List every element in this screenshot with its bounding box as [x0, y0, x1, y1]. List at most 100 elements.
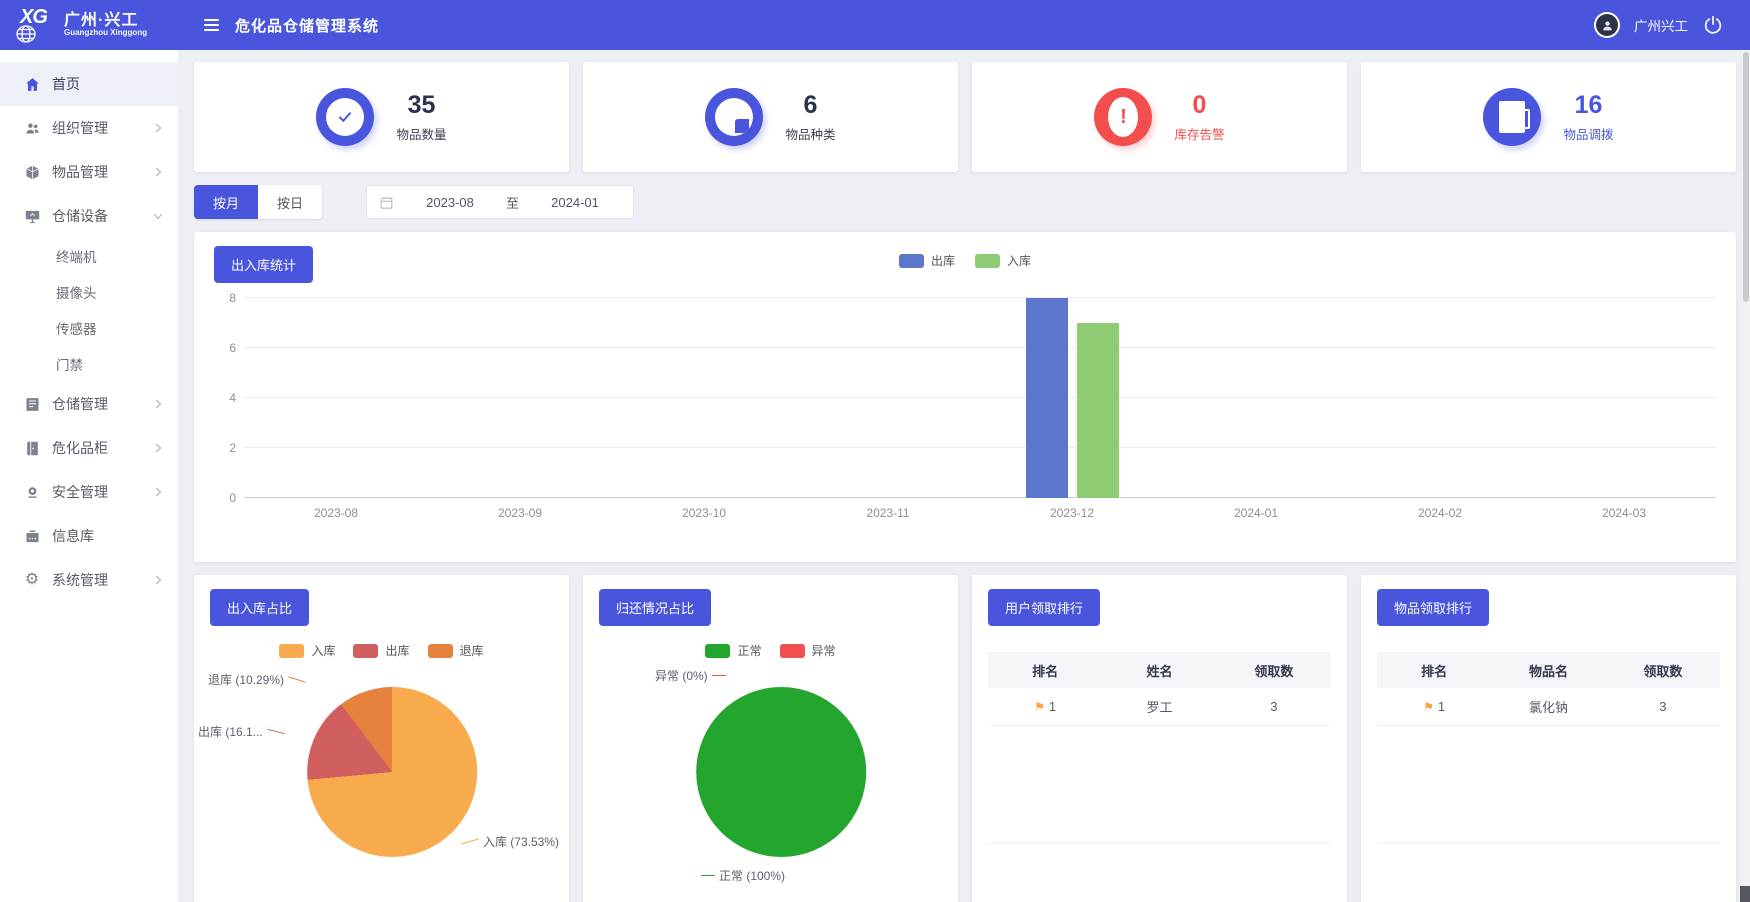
inout-pie-legend: 入库 出库 退库 — [210, 642, 553, 659]
table-row: ⚑ 1 氯化钠 3 — [1377, 688, 1720, 726]
security-camera-icon — [22, 484, 42, 501]
inout-pie-title-button[interactable]: 出入库占比 — [210, 589, 310, 626]
home-icon — [22, 76, 42, 93]
sidebar-submenu-equipment: 终端机 摄像头 传感器 门禁 — [0, 238, 178, 382]
brand: XG 广州·兴工 Guangzhou Xinggong — [0, 6, 178, 44]
date-end: 2024-01 — [551, 194, 599, 210]
monitor-icon — [22, 208, 42, 225]
sidebar-subitem-access-control[interactable]: 门禁 — [56, 358, 83, 373]
bar-yaxis: 0 2 4 6 8 — [214, 291, 244, 505]
stat-value: 16 — [1574, 91, 1603, 119]
stat-label: 物品数量 — [396, 128, 447, 142]
vertical-scrollbar-thumb[interactable] — [1743, 52, 1749, 302]
sidebar-item-warehouse-management[interactable]: 仓储管理 — [0, 382, 178, 426]
legend-swatch — [975, 253, 1000, 268]
legend-label: 退库 — [459, 644, 484, 658]
by-day-button[interactable]: 按日 — [258, 185, 322, 219]
stat-value: 35 — [407, 91, 436, 119]
return-pie-card: 归还情况占比 正常 异常 异常 (0%) 正常 (100%) — [583, 575, 958, 902]
legend-label: 正常 — [737, 644, 762, 658]
sidebar-subitem-camera[interactable]: 摄像头 — [56, 286, 97, 301]
legend-item-异常[interactable]: 异常 — [779, 642, 836, 659]
sidebar-item-system-management[interactable]: ⚙ 系统管理 — [0, 558, 178, 602]
inout-pie-chart[interactable] — [306, 687, 477, 857]
legend-label: 入库 — [1007, 254, 1032, 268]
date-start: 2023-08 — [426, 194, 474, 210]
sidebar-item-safety-management[interactable]: 安全管理 — [0, 470, 178, 514]
chevron-right-icon — [152, 122, 164, 134]
bar-group-2023-11 — [796, 298, 980, 498]
x-tick-label: 2023-10 — [681, 506, 727, 520]
bar-chart-legend: 出库 入库 — [214, 252, 1716, 269]
legend-item-入库[interactable]: 入库 — [279, 642, 335, 659]
bar-group-2023-09 — [428, 298, 612, 498]
y-tick-label: 6 — [229, 341, 236, 355]
rank-flag-icon: ⚑ — [1034, 700, 1045, 714]
y-tick-label: 0 — [229, 491, 236, 505]
legend-swatch — [705, 643, 731, 658]
sidebar-subitem-terminal[interactable]: 终端机 — [56, 250, 97, 265]
y-tick-label: 2 — [229, 441, 236, 455]
box-icon — [22, 164, 42, 181]
chevron-right-icon — [152, 166, 164, 178]
stat-label: 物品种类 — [785, 128, 836, 142]
legend-item-出库[interactable]: 出库 — [353, 642, 410, 659]
vertical-scrollbar-track[interactable] — [1742, 50, 1750, 902]
pie-label-abnormal: 异常 (0%) — [655, 667, 726, 684]
globe-icon — [14, 24, 38, 44]
sidebar-item-warehouse-equipment[interactable]: 仓储设备 — [0, 194, 178, 238]
item-ranking-card: 物品领取排行 排名 物品名 领取数 ⚑ 1 氯化钠 3 — [1361, 575, 1736, 902]
bar-入库-2023-12 — [1076, 323, 1119, 498]
top-bar: XG 广州·兴工 Guangzhou Xinggong 危化品仓储管理系统 广州… — [0, 0, 1750, 50]
x-tick-label: 2023-12 — [1049, 506, 1095, 520]
return-pie-chart[interactable] — [695, 687, 866, 857]
user-ranking-title-button[interactable]: 用户领取排行 — [988, 589, 1101, 626]
user-avatar[interactable] — [1594, 12, 1620, 38]
date-separator: 至 — [506, 195, 520, 211]
calendar-icon — [379, 195, 394, 210]
stat-card-stock-alerts: ! 0 库存告警 — [972, 62, 1347, 172]
chevron-down-icon — [152, 210, 164, 222]
item-ranking-title-button[interactable]: 物品领取排行 — [1377, 589, 1490, 626]
bar-grid — [244, 297, 1716, 498]
sidebar-item-home[interactable]: 首页 — [0, 62, 178, 106]
sidebar-item-items[interactable]: 物品管理 — [0, 150, 178, 194]
sidebar-item-information-library[interactable]: 信息库 — [0, 514, 178, 558]
legend-item-入库[interactable]: 入库 — [975, 252, 1031, 269]
bar-xaxis: 2023-08 2023-09 2023-10 2023-11 2023-12 2024-… — [244, 498, 1716, 524]
app-title: 危化品仓储管理系统 — [235, 17, 380, 35]
legend-item-出库[interactable]: 出库 — [898, 252, 955, 269]
inout-stats-title-button[interactable]: 出入库统计 — [214, 246, 314, 283]
legend-item-退库[interactable]: 退库 — [427, 642, 484, 659]
stat-label: 物品调拨 — [1563, 128, 1614, 142]
sidebar: 首页 组织管理 物品管理 仓储设备 — [0, 50, 178, 902]
chevron-right-icon — [152, 486, 164, 498]
menu-toggle-icon[interactable] — [200, 13, 223, 37]
main-content: 35 物品数量 6 物品种类 ! — [178, 50, 1750, 902]
brand-subtitle: Guangzhou Xinggong — [64, 28, 148, 38]
users-icon — [22, 120, 42, 137]
legend-label: 出库 — [930, 254, 955, 268]
gridline — [244, 397, 1716, 398]
user-avatar-icon — [1596, 14, 1618, 36]
sidebar-item-hazmat-cabinet[interactable]: 危化品柜 — [0, 426, 178, 470]
date-range-picker[interactable]: 2023-08 至 2024-01 — [366, 185, 634, 219]
x-tick-label: 2023-08 — [313, 506, 359, 520]
sidebar-subitem-sensor[interactable]: 传感器 — [56, 322, 97, 337]
return-pie-title-button[interactable]: 归还情况占比 — [599, 589, 712, 626]
cabinet-icon — [22, 440, 42, 457]
bar-chart[interactable]: 0 2 4 6 8 — [214, 291, 1716, 505]
logout-power-icon[interactable] — [1702, 14, 1724, 36]
bar-出库-2023-12 — [1025, 298, 1068, 498]
y-tick-label: 8 — [229, 291, 236, 305]
stat-value: 6 — [803, 91, 818, 119]
x-tick-label: 2024-02 — [1417, 506, 1463, 520]
sidebar-item-organization[interactable]: 组织管理 — [0, 106, 178, 150]
pie-label-normal: 正常 (100%) — [701, 867, 785, 884]
user-name[interactable]: 广州兴工 — [1634, 19, 1688, 34]
legend-item-正常[interactable]: 正常 — [705, 642, 762, 659]
by-month-button[interactable]: 按月 — [194, 185, 258, 219]
x-tick-label: 2024-03 — [1601, 506, 1647, 520]
legend-swatch — [353, 643, 379, 658]
